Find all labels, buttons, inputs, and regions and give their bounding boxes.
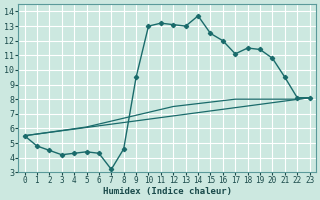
- X-axis label: Humidex (Indice chaleur): Humidex (Indice chaleur): [103, 187, 232, 196]
